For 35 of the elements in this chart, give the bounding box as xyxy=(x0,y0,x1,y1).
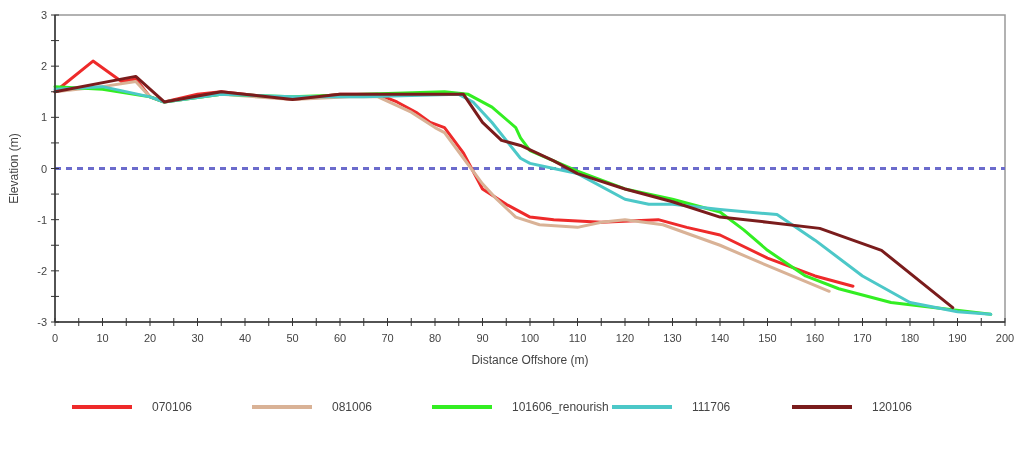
x-tick-label: 10 xyxy=(96,332,109,344)
x-tick-label: 190 xyxy=(948,332,967,344)
y-tick-label: -3 xyxy=(37,316,47,328)
legend-label: 120106 xyxy=(872,400,913,414)
y-axis-title: Elevation (m) xyxy=(7,133,21,204)
x-tick-label: 150 xyxy=(758,332,777,344)
x-tick-label: 140 xyxy=(710,332,730,344)
x-tick-label: 180 xyxy=(900,332,920,344)
x-tick-label: 60 xyxy=(333,332,347,344)
x-tick-label: 160 xyxy=(805,332,825,344)
legend-label: 111706 xyxy=(692,400,731,414)
x-tick-label: 0 xyxy=(51,332,59,344)
x-tick-label: 170 xyxy=(853,332,872,344)
x-tick-label: 70 xyxy=(381,332,394,344)
y-tick-label: 1 xyxy=(40,111,47,124)
x-tick-label: 80 xyxy=(428,332,442,344)
y-tick-label: -2 xyxy=(37,264,47,277)
legend-label: 101606_renourish xyxy=(512,400,609,414)
legend-label: 081006 xyxy=(332,400,373,414)
x-tick-label: 40 xyxy=(238,332,252,344)
legend-label: 070106 xyxy=(152,400,193,414)
x-tick-label: 30 xyxy=(191,332,204,344)
y-tick-label: 3 xyxy=(40,9,47,21)
x-tick-label: 200 xyxy=(995,332,1015,344)
x-tick-label: 120 xyxy=(615,332,635,344)
x-tick-label: 20 xyxy=(143,332,157,344)
x-tick-label: 50 xyxy=(286,332,299,344)
x-tick-label: 90 xyxy=(476,332,489,344)
y-tick-label: 0 xyxy=(40,162,47,175)
x-tick-label: 110 xyxy=(568,332,587,344)
y-tick-label: -1 xyxy=(37,213,47,226)
x-tick-label: 130 xyxy=(663,332,682,344)
x-tick-label: 100 xyxy=(520,332,540,344)
y-tick-label: 2 xyxy=(40,60,47,73)
x-axis-title: Distance Offshore (m) xyxy=(471,353,589,367)
